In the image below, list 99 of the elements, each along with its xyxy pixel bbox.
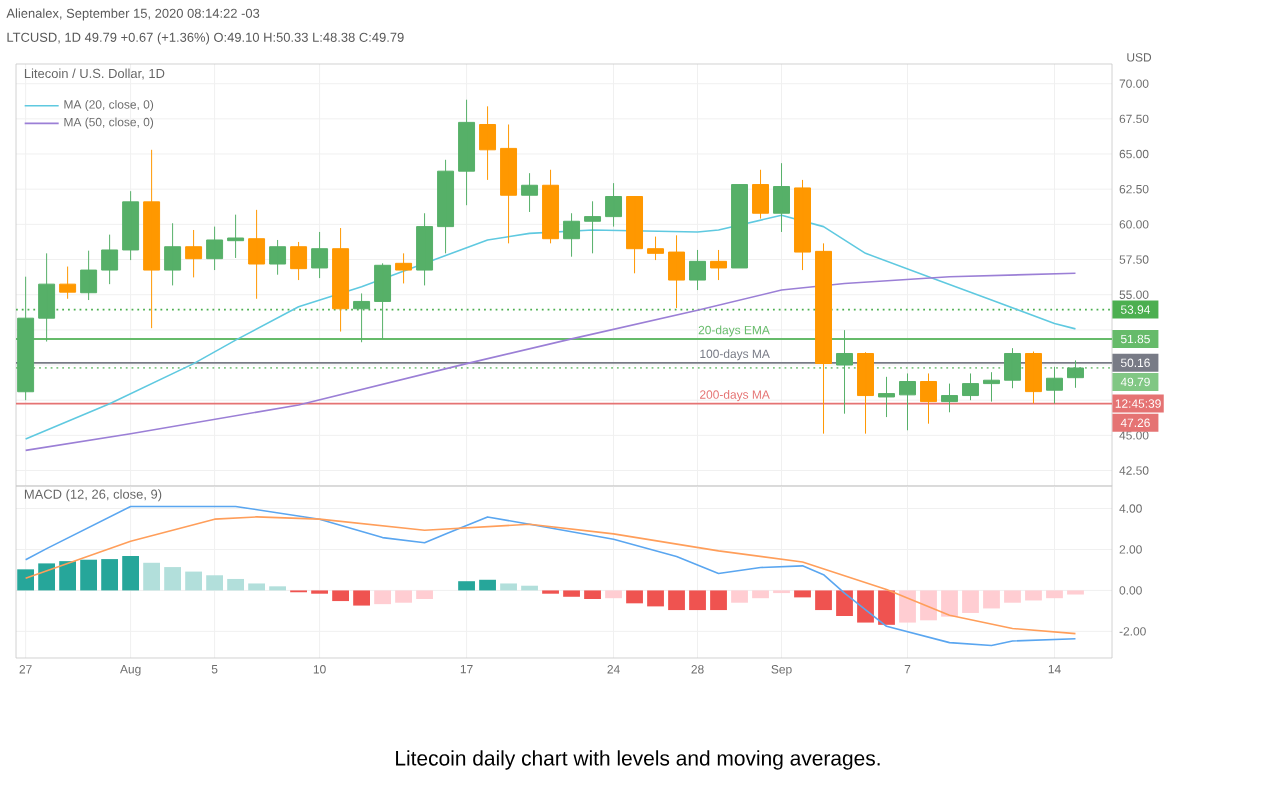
candlestick — [584, 200, 602, 254]
bar — [563, 590, 580, 597]
candlestick — [311, 231, 329, 279]
candlestick — [143, 149, 161, 329]
bar — [1046, 590, 1063, 599]
candlestick — [437, 159, 455, 254]
candlestick — [731, 184, 749, 269]
bar — [332, 590, 349, 602]
candlestick — [920, 372, 937, 425]
candlestick — [416, 212, 434, 286]
candlestick — [395, 252, 413, 284]
bar — [206, 575, 223, 591]
candlestick — [206, 226, 224, 271]
candlestick — [38, 252, 56, 343]
bar — [122, 556, 140, 591]
candlestick — [857, 351, 874, 435]
bar — [38, 563, 56, 591]
bar — [185, 571, 202, 591]
candlestick — [332, 227, 350, 333]
candlestick — [500, 123, 518, 244]
bar — [710, 590, 727, 611]
candlestick — [1025, 351, 1042, 405]
candlestick — [1046, 366, 1063, 405]
bar — [248, 583, 265, 591]
bar — [101, 559, 119, 591]
candlestick — [710, 249, 728, 281]
bar — [143, 562, 161, 591]
bar — [416, 590, 433, 600]
candlestick — [479, 105, 497, 181]
bar — [752, 590, 769, 599]
candlestick — [164, 222, 182, 286]
candlestick — [962, 372, 979, 401]
candlestick — [122, 190, 140, 261]
bar — [458, 581, 475, 591]
candlestick — [290, 241, 308, 281]
line-series — [24, 214, 1077, 440]
candlestick — [59, 266, 77, 300]
bar — [899, 590, 916, 623]
candlestick — [521, 172, 539, 213]
candlestick — [101, 234, 119, 285]
line-series — [24, 272, 1077, 452]
bar — [374, 590, 391, 605]
bar — [815, 590, 832, 611]
bar — [668, 590, 685, 611]
bar — [941, 590, 958, 617]
candlestick — [17, 276, 35, 401]
candlestick — [836, 329, 853, 415]
candlestick — [878, 376, 895, 418]
candlestick — [668, 234, 686, 309]
bar — [353, 590, 370, 606]
bar — [80, 559, 98, 591]
candlestick — [689, 249, 707, 291]
candlestick — [269, 239, 287, 276]
candlestick — [794, 179, 811, 271]
bar — [479, 579, 496, 591]
bar — [605, 590, 622, 599]
bar — [500, 583, 517, 591]
bar — [227, 578, 244, 591]
bar — [983, 590, 1000, 609]
bar — [962, 590, 979, 613]
candlestick — [899, 372, 916, 431]
candlestick — [752, 169, 770, 220]
bar — [164, 567, 181, 591]
bar — [857, 590, 874, 623]
candlestick — [185, 229, 203, 278]
candlestick — [80, 250, 98, 301]
candlestick — [563, 212, 581, 258]
candlestick — [773, 162, 791, 233]
candlestick — [1004, 347, 1021, 389]
candlestick — [353, 292, 371, 343]
bar — [647, 590, 664, 607]
candlestick — [227, 214, 245, 259]
bar — [584, 590, 601, 600]
candlestick — [458, 99, 476, 206]
candlestick — [983, 371, 1000, 403]
bar — [689, 590, 706, 611]
text: Litecoin daily chart with levels and moving averages. — [396, 750, 880, 770]
bar — [1004, 590, 1021, 603]
candlestick — [647, 236, 665, 261]
bar — [878, 590, 895, 625]
candlestick — [626, 196, 644, 274]
bar — [794, 590, 811, 598]
bar — [836, 590, 853, 617]
line-series — [24, 516, 1077, 635]
candlestick — [248, 209, 266, 300]
bar — [1025, 590, 1042, 601]
bar — [920, 590, 937, 621]
line-series — [24, 505, 1077, 647]
bar — [59, 561, 77, 591]
bar — [626, 590, 643, 604]
candlestick — [374, 262, 392, 340]
candlestick — [542, 169, 560, 244]
bar — [17, 569, 35, 591]
candlestick — [941, 383, 958, 413]
candlestick — [1067, 359, 1084, 389]
candlestick — [815, 242, 832, 435]
bar — [731, 590, 748, 603]
bar — [395, 590, 412, 603]
candlestick — [605, 182, 623, 228]
